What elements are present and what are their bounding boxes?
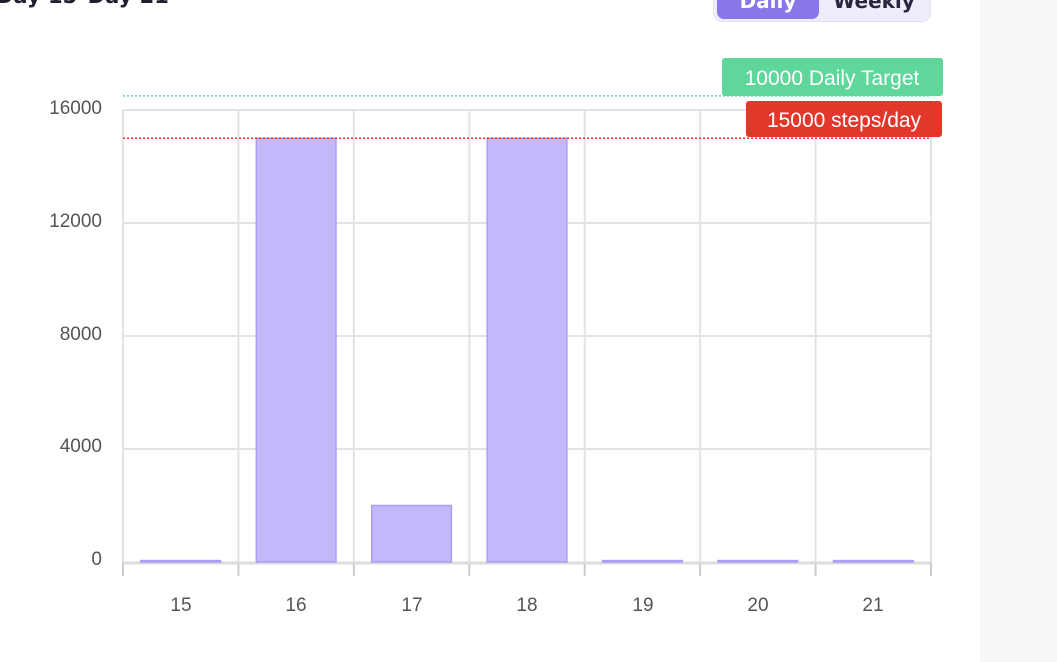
bar bbox=[717, 559, 799, 563]
x-tick-label: 20 bbox=[747, 595, 768, 616]
x-tick-label: 19 bbox=[632, 595, 653, 616]
x-axis-labels: 15 16 17 18 19 20 21 bbox=[170, 595, 883, 616]
target-label-badge: 10000 Daily Target bbox=[722, 58, 943, 96]
x-tick-label: 16 bbox=[285, 595, 306, 616]
y-tick-label: 4000 bbox=[60, 436, 102, 457]
weekly-toggle-button[interactable]: Weekly bbox=[833, 0, 915, 13]
y-axis-labels: 16000 12000 8000 4000 0 bbox=[49, 98, 102, 570]
bar bbox=[140, 559, 222, 563]
y-tick-label: 16000 bbox=[49, 98, 102, 119]
bar bbox=[832, 559, 914, 563]
limit-label-background bbox=[746, 101, 942, 137]
x-tick-label: 17 bbox=[401, 595, 422, 616]
target-label: 10000 Daily Target bbox=[745, 67, 920, 90]
bar bbox=[255, 137, 337, 563]
bar bbox=[370, 504, 453, 563]
date-range-title: Day 15–Day 21 bbox=[0, 0, 169, 8]
daily-toggle-button[interactable]: Daily bbox=[717, 0, 819, 19]
limit-label-badge: 15000 steps/day bbox=[746, 101, 942, 137]
x-tick-label: 15 bbox=[170, 595, 191, 616]
x-tick-label: 21 bbox=[862, 595, 883, 616]
bars bbox=[140, 137, 914, 563]
y-tick-label: 8000 bbox=[60, 324, 102, 345]
y-tick-label: 12000 bbox=[49, 211, 102, 232]
limit-label: 15000 steps/day bbox=[767, 109, 922, 132]
bar bbox=[601, 559, 684, 563]
period-toggle: Daily Weekly bbox=[713, 0, 931, 22]
target-label-background bbox=[722, 58, 943, 96]
side-panel bbox=[980, 0, 1057, 662]
bar bbox=[486, 137, 568, 563]
y-tick-label: 0 bbox=[91, 549, 102, 570]
x-tick-label: 18 bbox=[516, 595, 537, 616]
